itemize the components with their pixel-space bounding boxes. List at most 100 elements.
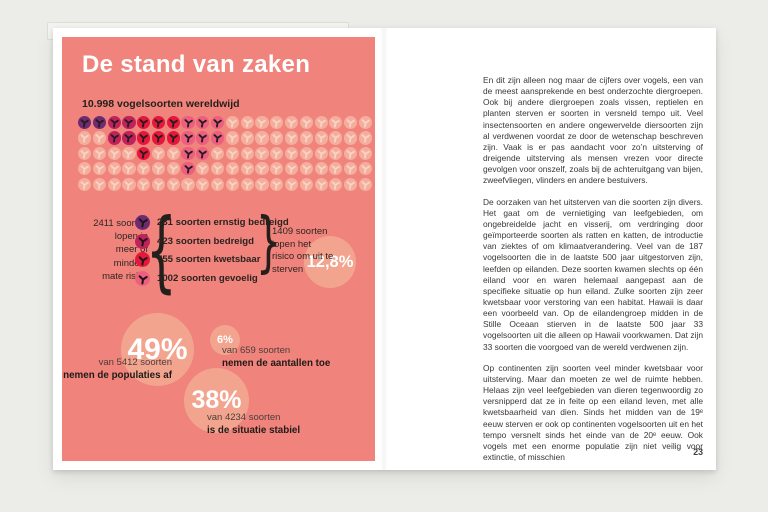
bird-icon: [92, 131, 106, 145]
declining-pct-value: 49%: [127, 332, 188, 366]
brace-open-glyph: {: [146, 199, 177, 302]
stable-circle: 38%: [184, 368, 249, 433]
bird-icon: [181, 131, 195, 145]
bird-icon: [137, 116, 151, 130]
page-gutter: [380, 28, 388, 470]
risk-item: 755 soorten kwetsbaar: [135, 251, 289, 270]
article-body: En dit zijn alleen nog maar de cijfers o…: [483, 75, 703, 473]
bird-icon: [135, 252, 150, 268]
bird-icon: [122, 177, 136, 191]
bird-icon: [240, 131, 254, 145]
bird-icon: [299, 131, 313, 145]
bird-icon: [151, 131, 166, 145]
bird-icon: [137, 162, 151, 176]
bird-icon: [78, 177, 92, 191]
bird-icon: [314, 146, 328, 160]
bird-icon: [255, 146, 269, 160]
bird-icon: [107, 116, 121, 130]
bird-icon: [240, 116, 254, 130]
bird-icon: [240, 146, 254, 160]
bird-icon: [329, 162, 343, 176]
risk-item-label: 1002 soorten gevoelig: [157, 273, 258, 285]
bird-icon: [299, 146, 313, 160]
left-page: De stand van zaken 10.998 vogelsoorten w…: [53, 28, 384, 470]
bird-icon: [344, 116, 358, 130]
bird-icon: [284, 177, 299, 191]
bird-icon: [240, 162, 254, 176]
extinction-pct-value: 12,8%: [306, 252, 354, 271]
bird-icon: [151, 116, 166, 130]
bird-icon: [151, 177, 166, 191]
book-spread: De stand van zaken 10.998 vogelsoorten w…: [53, 28, 716, 470]
bird-icon: [358, 146, 373, 160]
bird-icon: [122, 146, 136, 160]
bird-icon: [92, 162, 106, 176]
bird-icon: [196, 177, 210, 191]
bird-icon: [151, 162, 166, 176]
increasing-pct-value: 6%: [217, 334, 233, 346]
bird-icon: [344, 162, 358, 176]
bird-icon: [299, 116, 313, 130]
body-paragraph: Op continenten zijn soorten veel minder …: [483, 362, 703, 462]
increasing-caption: van 659 soorten nemen de aantallen toe: [222, 345, 330, 370]
bird-icon: [211, 177, 225, 191]
bird-icon: [181, 162, 195, 176]
bird-icon: [135, 233, 150, 249]
bird-icon: [211, 162, 225, 176]
bird-icon: [284, 162, 299, 176]
risk-item: 423 soorten bedreigd: [135, 232, 289, 251]
risk-item-label: 423 soorten bedreigd: [157, 235, 255, 247]
bird-icon: [225, 146, 239, 160]
bird-icon: [329, 116, 343, 130]
bird-icon: [358, 116, 373, 130]
bird-icon: [225, 162, 239, 176]
risk-item-label: 755 soorten kwetsbaar: [157, 254, 261, 266]
bird-icon: [196, 131, 210, 145]
bird-icon: [284, 116, 299, 130]
stable-caption: van 4234 soorten is de situatie stabiel: [207, 412, 300, 437]
bird-icon: [78, 131, 92, 145]
declining-circle: 49%: [121, 313, 194, 386]
declining-caption-line2: nemen de populaties af: [63, 369, 172, 381]
bird-icon: [181, 116, 195, 130]
bird-icon: [137, 177, 151, 191]
bird-icon: [107, 131, 121, 145]
bird-icon: [122, 162, 136, 176]
bird-icon: [92, 146, 106, 160]
bird-icon: [270, 146, 284, 160]
body-paragraph: En dit zijn alleen nog maar de cijfers o…: [483, 75, 703, 186]
bird-icon: [181, 177, 195, 191]
body-paragraph: De oorzaken van het uitsterven van die s…: [483, 196, 703, 352]
bird-icon: [166, 146, 180, 160]
extinction-risk-label: 1409 soorten lopen het risico om uit te …: [272, 226, 334, 275]
brace-close-glyph: }: [256, 203, 282, 280]
bird-icon: [284, 131, 299, 145]
bird-icon: [107, 177, 121, 191]
right-page: En dit zijn alleen nog maar de cijfers o…: [384, 28, 716, 470]
bird-icon: [78, 162, 92, 176]
bird-icon: [196, 162, 210, 176]
page-number: 23: [693, 447, 703, 457]
bird-icon: [299, 177, 313, 191]
bird-icon: [255, 177, 269, 191]
bird-icon: [166, 116, 180, 130]
bird-icon: [358, 177, 373, 191]
bird-icon: [166, 162, 180, 176]
bird-icon: [314, 131, 328, 145]
infographic-subtitle: 10.998 vogelsoorten wereldwijd: [82, 98, 240, 110]
risk-item: 231 soorten ernstig bedreigd: [135, 213, 289, 232]
bird-icon: [225, 116, 239, 130]
declining-caption-line1: van 5412 soorten: [98, 357, 172, 368]
bird-icon: [270, 131, 284, 145]
bird-icon: [358, 162, 373, 176]
bird-icon: [240, 177, 254, 191]
stable-caption-line2: is de situatie stabiel: [207, 424, 301, 436]
bird-icon: [270, 162, 284, 176]
bird-icon: [166, 131, 180, 145]
bird-icon: [329, 146, 343, 160]
bird-icon: [344, 131, 358, 145]
increasing-circle: 6%: [210, 325, 240, 355]
bird-icon: [314, 177, 328, 191]
increasing-caption-line1: van 659 soorten: [222, 345, 291, 356]
